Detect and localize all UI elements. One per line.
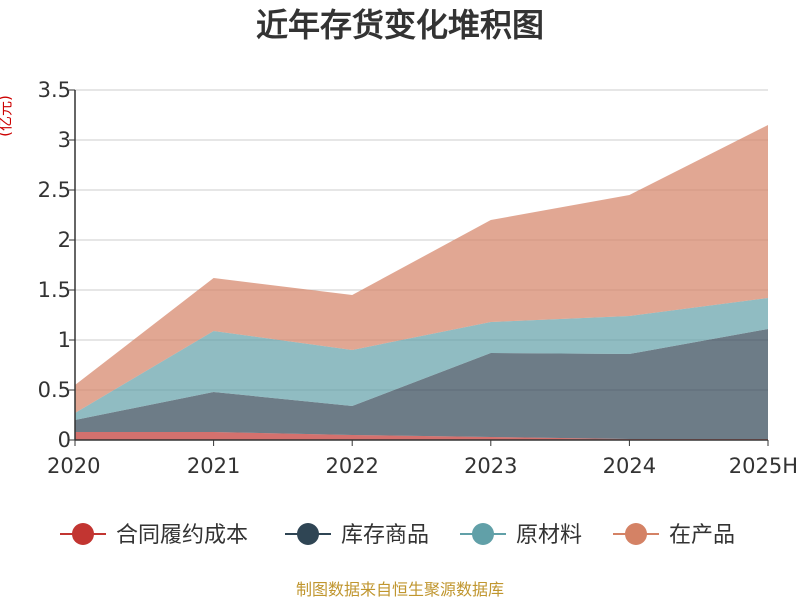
legend-item[interactable]: 在产品: [613, 523, 735, 548]
area-在产品[interactable]: [75, 125, 768, 413]
legend-label: 原材料: [516, 523, 582, 548]
y-tick-label: 1: [58, 328, 71, 352]
y-tick-label: 3: [58, 128, 71, 152]
x-axis-labels: 2020 2021 2022 2023 2024 2025H: [47, 440, 798, 478]
legend-item[interactable]: 合同履约成本: [60, 523, 248, 548]
area-库存商品[interactable]: [75, 329, 768, 439]
legend-label: 在产品: [669, 523, 735, 548]
x-tick-label: 2024: [603, 454, 656, 478]
unit-label: (亿元): [0, 95, 14, 137]
legend-label: 库存商品: [341, 523, 429, 548]
y-axis-labels: 0 0.5 1 1.5 2 2.5 3 3.5: [38, 78, 71, 452]
area-原材料[interactable]: [75, 298, 768, 420]
legend[interactable]: 合同履约成本 库存商品 原材料 在产品: [60, 523, 735, 548]
legend-marker: [472, 523, 494, 545]
source-note: 制图数据来自恒生聚源数据库: [296, 580, 504, 599]
x-tick-label: 2023: [464, 454, 517, 478]
y-tick-label: 2.5: [38, 178, 71, 202]
legend-item[interactable]: 原材料: [460, 523, 582, 548]
area-series: [75, 125, 768, 440]
legend-item[interactable]: 库存商品: [285, 523, 429, 548]
chart-title: 近年存货变化堆积图: [256, 6, 544, 44]
legend-marker: [72, 523, 94, 545]
x-tick-label: 2025H: [729, 454, 798, 478]
x-tick-label: 2022: [325, 454, 378, 478]
y-tick-label: 0: [58, 428, 71, 452]
y-tick-label: 0.5: [38, 378, 71, 402]
legend-marker: [297, 523, 319, 545]
x-tick-label: 2021: [187, 454, 240, 478]
y-tick-label: 1.5: [38, 278, 71, 302]
y-tick-label: 2: [58, 228, 71, 252]
legend-marker: [625, 523, 647, 545]
x-tick-label: 2020: [47, 454, 100, 478]
y-tick-label: 3.5: [38, 78, 71, 102]
axes: [74, 90, 768, 441]
legend-label: 合同履约成本: [116, 523, 248, 548]
